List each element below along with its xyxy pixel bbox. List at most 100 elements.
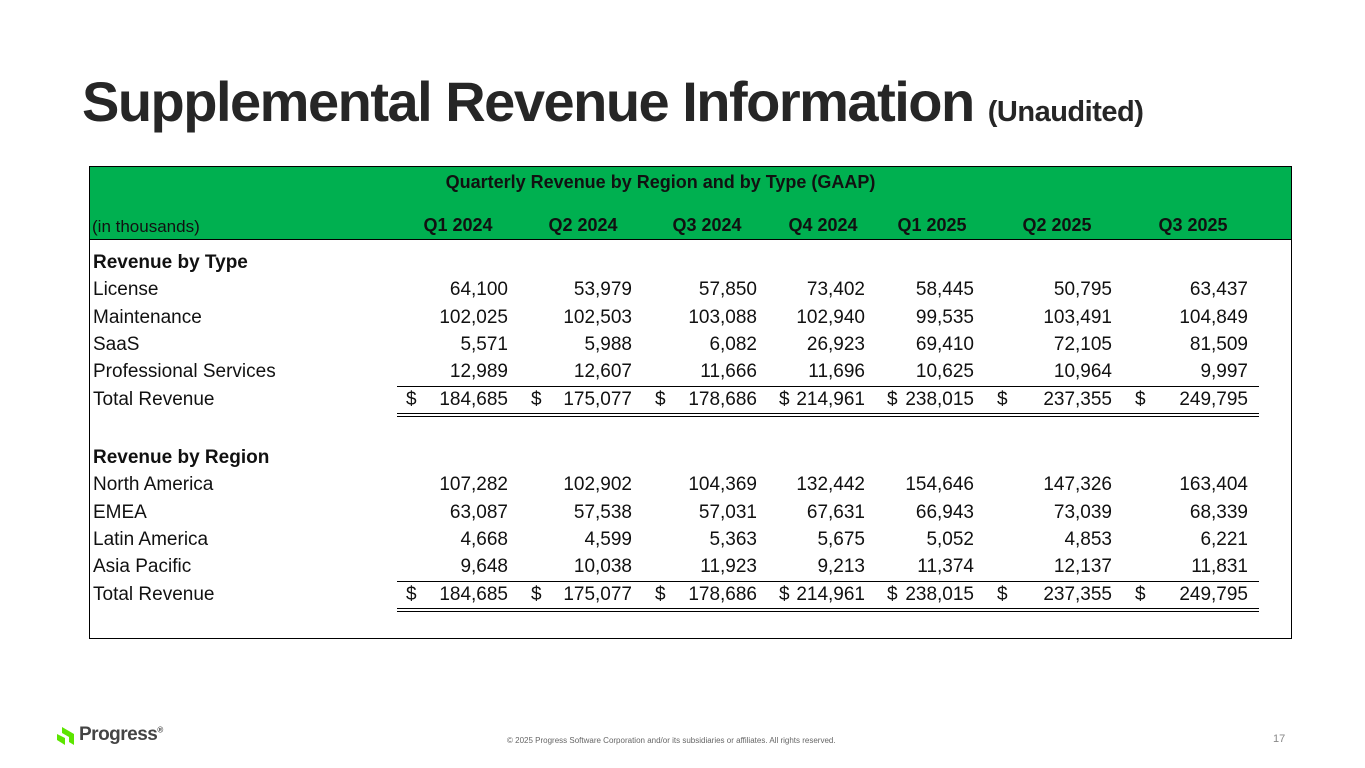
currency-symbol: $ xyxy=(779,388,790,410)
cell-value: 57,538 xyxy=(573,501,632,523)
cell-value: 163,404 xyxy=(1179,474,1248,496)
copyright-notice: © 2025 Progress Software Corporation and… xyxy=(507,736,836,745)
cell-value: 57,031 xyxy=(698,501,757,523)
cell-value: 175,077 xyxy=(563,583,632,605)
table-row: SaaS 5,571 5,988 6,082 26,923 69,410 72,105 81,… xyxy=(90,332,1291,359)
cell-value: 104,849 xyxy=(1179,306,1248,328)
cell-value: 50,795 xyxy=(1053,279,1112,301)
table-row: Asia Pacific 9,648 10,038 11,923 9,213 11,374… xyxy=(90,554,1291,581)
cell-value: 67,631 xyxy=(806,501,865,523)
currency-symbol: $ xyxy=(887,388,898,410)
total-row: Total Revenue $184,685 $175,077 $178,686 $21… xyxy=(90,582,1291,609)
cell-value: 9,997 xyxy=(1200,361,1248,383)
cell-value: 5,988 xyxy=(584,333,632,355)
cell-value: 102,503 xyxy=(563,306,632,328)
currency-symbol: $ xyxy=(997,583,1008,605)
cell-value: 9,648 xyxy=(460,556,508,578)
total-double-rule xyxy=(397,415,1259,417)
cell-value: 11,923 xyxy=(700,556,757,578)
progress-logo: Progress® xyxy=(57,724,163,746)
table-row: Professional Services 12,989 12,607 11,666 1… xyxy=(90,359,1291,386)
cell-value: 10,625 xyxy=(915,361,974,383)
page-number: 17 xyxy=(1273,733,1286,745)
progress-logo-icon xyxy=(57,727,74,745)
cell-value: 81,509 xyxy=(1189,333,1248,355)
table-row: Latin America 4,668 4,599 5,363 5,675 5,052 4,… xyxy=(90,527,1291,554)
cell-value: 63,437 xyxy=(1189,279,1248,301)
cell-value: 68,339 xyxy=(1189,501,1248,523)
cell-value: 102,940 xyxy=(796,306,865,328)
cell-value: 178,686 xyxy=(688,583,757,605)
cell-value: 5,363 xyxy=(709,528,757,550)
currency-symbol: $ xyxy=(1135,583,1146,605)
currency-symbol: $ xyxy=(779,583,790,605)
revenue-table: Quarterly Revenue by Region and by Type … xyxy=(89,166,1292,639)
cell-value: 107,282 xyxy=(439,474,508,496)
cell-value: 237,355 xyxy=(1043,583,1112,605)
cell-value: 184,685 xyxy=(439,583,508,605)
cell-value: 103,491 xyxy=(1043,306,1112,328)
table-row: License 64,100 53,979 57,850 73,402 58,445 50,… xyxy=(90,277,1291,304)
column-header: Q1 2024 xyxy=(423,215,493,235)
section-heading-row: Revenue by Type xyxy=(90,250,1291,277)
cell-value: 73,402 xyxy=(806,279,865,301)
row-label: Latin America xyxy=(93,528,209,550)
row-label: Maintenance xyxy=(93,306,202,328)
cell-value: 238,015 xyxy=(905,388,974,410)
cell-value: 6,082 xyxy=(709,333,757,355)
row-label: EMEA xyxy=(93,501,147,523)
cell-value: 11,831 xyxy=(1191,556,1248,578)
currency-symbol: $ xyxy=(1135,388,1146,410)
table-row: North America 107,282 102,902 104,369 132,44… xyxy=(90,472,1291,499)
cell-value: 66,943 xyxy=(915,501,974,523)
column-header: Q3 2025 xyxy=(1158,215,1228,235)
cell-value: 9,213 xyxy=(817,556,865,578)
cell-value: 154,646 xyxy=(905,474,974,496)
section-heading-row: Revenue by Region xyxy=(90,445,1291,472)
column-header: Q2 2025 xyxy=(1022,215,1092,235)
column-header: Q2 2024 xyxy=(548,215,618,235)
section-heading: Revenue by Type xyxy=(93,252,248,273)
cell-value: 147,326 xyxy=(1043,474,1112,496)
currency-symbol: $ xyxy=(531,388,542,410)
title-main: Supplemental Revenue Information xyxy=(82,70,975,133)
currency-symbol: $ xyxy=(406,583,417,605)
table-caption: Quarterly Revenue by Region and by Type … xyxy=(445,172,876,192)
total-double-rule xyxy=(397,412,1259,414)
cell-value: 26,923 xyxy=(806,333,865,355)
cell-value: 238,015 xyxy=(905,583,974,605)
cell-value: 12,607 xyxy=(573,361,632,383)
table-row: EMEA 63,087 57,538 57,031 67,631 66,943 73,039… xyxy=(90,500,1291,527)
cell-value: 12,989 xyxy=(449,361,508,383)
page-title: Supplemental Revenue Information (Unaudi… xyxy=(82,70,1144,144)
row-label: Total Revenue xyxy=(93,583,215,605)
total-row: Total Revenue $184,685 $175,077 $178,686 $21… xyxy=(90,387,1291,414)
currency-symbol: $ xyxy=(997,388,1008,410)
cell-value: 237,355 xyxy=(1043,388,1112,410)
total-double-rule xyxy=(397,607,1259,609)
total-double-rule xyxy=(397,610,1259,612)
cell-value: 11,666 xyxy=(700,361,757,383)
row-label: License xyxy=(93,279,159,301)
cell-value: 73,039 xyxy=(1053,501,1112,523)
cell-value: 5,571 xyxy=(460,333,508,355)
cell-value: 249,795 xyxy=(1179,583,1248,605)
row-label: SaaS xyxy=(93,333,140,355)
cell-value: 11,696 xyxy=(808,361,865,383)
cell-value: 4,668 xyxy=(460,528,508,550)
cell-value: 214,961 xyxy=(796,583,865,605)
cell-value: 69,410 xyxy=(915,333,974,355)
cell-value: 214,961 xyxy=(796,388,865,410)
table-header-band: Quarterly Revenue by Region and by Type … xyxy=(90,167,1291,240)
cell-value: 11,374 xyxy=(917,556,974,578)
cell-value: 103,088 xyxy=(688,306,757,328)
cell-value: 5,052 xyxy=(926,528,974,550)
cell-value: 6,221 xyxy=(1200,528,1248,550)
cell-value: 72,105 xyxy=(1053,333,1112,355)
units-label: (in thousands) xyxy=(92,217,200,236)
currency-symbol: $ xyxy=(655,388,666,410)
cell-value: 249,795 xyxy=(1179,388,1248,410)
cell-value: 132,442 xyxy=(796,474,865,496)
row-label: Professional Services xyxy=(93,361,276,383)
row-label: Asia Pacific xyxy=(93,556,192,578)
